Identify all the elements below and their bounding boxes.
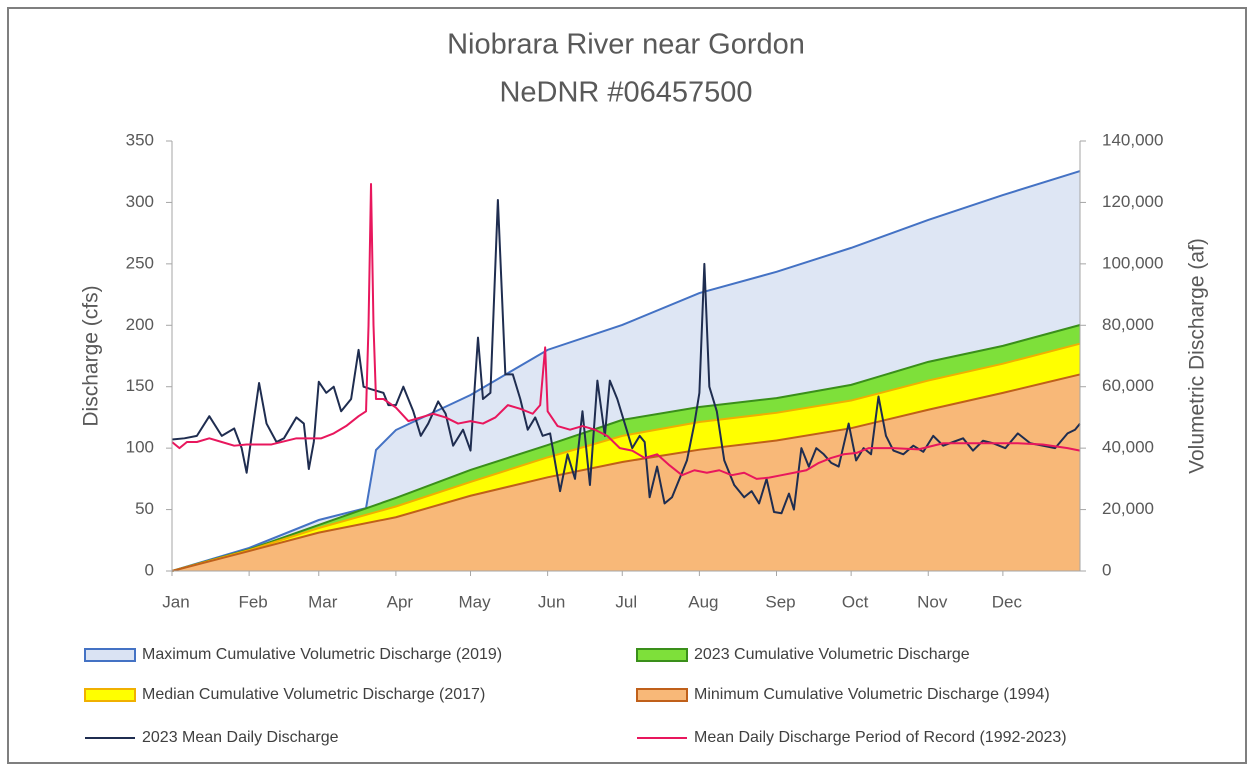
y2-tick-label: 80,000 — [1102, 315, 1154, 334]
line — [171, 183, 1081, 480]
y2-tick-label: 60,000 — [1102, 376, 1154, 395]
x-tick-label: Oct — [842, 592, 869, 611]
legend-label: 2023 Mean Daily Discharge — [142, 729, 339, 746]
legend-label: Mean Daily Discharge Period of Record (1… — [694, 729, 1067, 746]
legend-swatch — [636, 688, 688, 702]
area-edge — [171, 342, 1081, 572]
x-tick-label: Jul — [615, 592, 637, 611]
x-tick-label: Feb — [238, 592, 267, 611]
y2-tick-label: 140,000 — [1102, 130, 1163, 149]
x-tick-label: Jan — [162, 592, 189, 611]
y2-tick-label: 20,000 — [1102, 499, 1154, 518]
x-tick-label: Apr — [387, 592, 414, 611]
area — [172, 374, 1080, 571]
y-tick-label: 50 — [135, 499, 154, 518]
chart-title: Niobrara River near Gordon — [447, 29, 805, 61]
x-tick-label: Jun — [538, 592, 565, 611]
legend-swatch — [84, 688, 136, 702]
y-tick-label: 350 — [126, 130, 154, 149]
legend-label: Median Cumulative Volumetric Discharge (… — [142, 686, 485, 703]
chart-subtitle: NeDNR #06457500 — [499, 77, 752, 109]
y2-axis-label: Volumetric Discharge (af) — [1186, 238, 1209, 474]
area-edge — [171, 373, 1081, 572]
area-edge — [171, 324, 1081, 572]
y2-tick-label: 0 — [1102, 560, 1111, 579]
y-tick-label: 250 — [126, 253, 154, 272]
y-tick-label: 0 — [145, 560, 154, 579]
y-tick-label: 150 — [126, 376, 154, 395]
legend-label: 2023 Cumulative Volumetric Discharge — [694, 646, 970, 663]
y-tick-label: 300 — [126, 192, 154, 211]
y2-tick-label: 120,000 — [1102, 192, 1163, 211]
y-tick-label: 100 — [126, 438, 154, 457]
line — [171, 198, 1081, 515]
legend-swatch — [84, 648, 136, 662]
x-tick-label: May — [458, 592, 491, 611]
legend-label: Maximum Cumulative Volumetric Discharge … — [142, 646, 502, 663]
x-tick-label: Aug — [688, 592, 718, 611]
legend-label: Minimum Cumulative Volumetric Discharge … — [694, 686, 1050, 703]
y-tick-label: 200 — [126, 315, 154, 334]
area-edge — [171, 170, 1081, 572]
y2-tick-label: 40,000 — [1102, 438, 1154, 457]
legend-swatch — [636, 648, 688, 662]
x-tick-label: Nov — [917, 592, 948, 611]
x-tick-label: Sep — [765, 592, 795, 611]
y2-tick-label: 100,000 — [1102, 253, 1163, 272]
x-tick-label: Dec — [992, 592, 1023, 611]
y-axis-label: Discharge (cfs) — [80, 285, 103, 426]
x-tick-label: Mar — [308, 592, 338, 611]
